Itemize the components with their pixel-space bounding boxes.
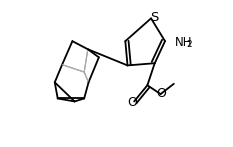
Text: O: O (156, 87, 166, 100)
Text: O: O (127, 96, 137, 109)
Text: 2: 2 (186, 40, 192, 49)
Text: NH: NH (175, 36, 193, 49)
Text: S: S (150, 11, 158, 24)
